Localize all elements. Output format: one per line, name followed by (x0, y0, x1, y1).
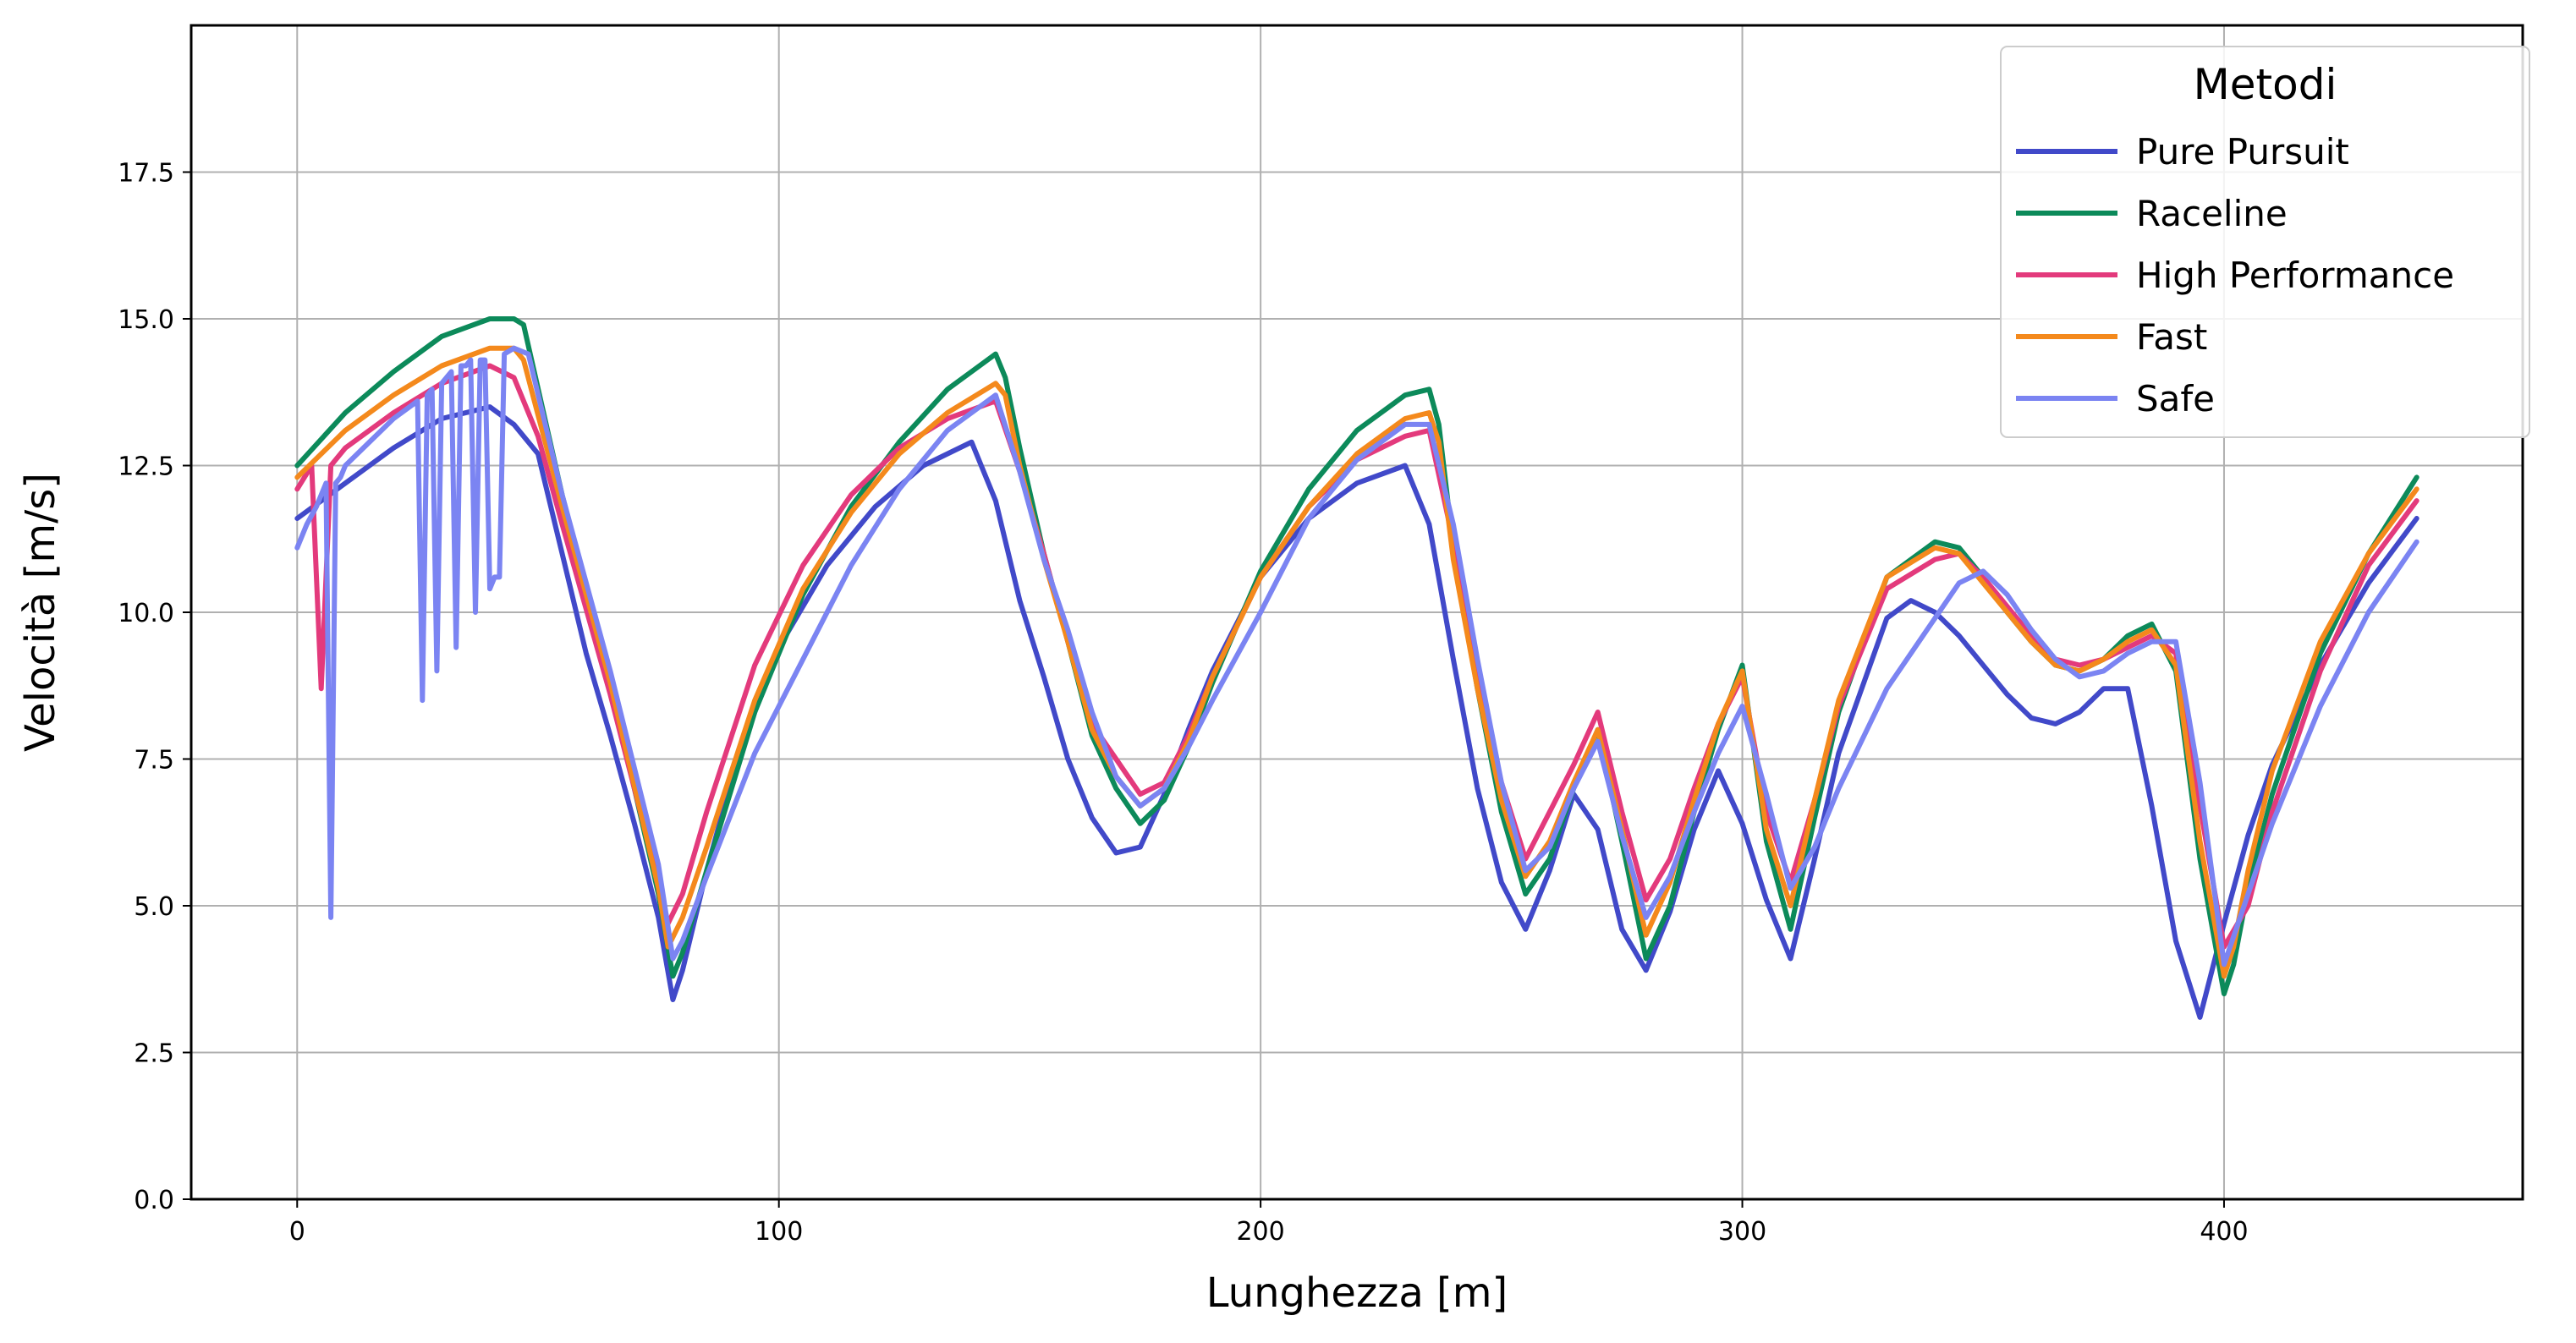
x-tick-label: 100 (755, 1217, 803, 1247)
y-axis-label: Velocità [m/s] (17, 473, 64, 752)
y-tick-label: 15.0 (118, 305, 174, 335)
legend-label: Raceline (2136, 193, 2288, 234)
series-line-fast (294, 345, 2419, 979)
ticks: 0 100 200 300 400 0.0 2.5 5.0 7.5 10.0 12.5 15.0 17.… (118, 159, 2248, 1247)
legend-label: Fast (2136, 316, 2207, 358)
y-tick-label: 7.5 (134, 746, 174, 776)
x-tick-label: 300 (1718, 1217, 1766, 1247)
series-layer (294, 316, 2419, 1020)
y-tick-label: 10.0 (118, 599, 174, 628)
legend: Metodi Pure Pursuit Raceline High Performa… (2000, 46, 2530, 438)
series-line-safe (294, 345, 2419, 968)
legend-title: Metodi (2194, 60, 2337, 109)
x-tick-label: 0 (289, 1217, 305, 1247)
legend-entries: Pure Pursuit Raceline High Performance Fast… (2016, 131, 2454, 419)
legend-label: Pure Pursuit (2136, 131, 2349, 173)
y-tick-label: 2.5 (134, 1039, 174, 1069)
x-tick-label: 400 (2200, 1217, 2248, 1247)
legend-label: Safe (2136, 378, 2215, 419)
y-tick-label: 0.0 (134, 1186, 174, 1215)
legend-label: High Performance (2136, 255, 2454, 296)
y-tick-label: 17.5 (118, 159, 174, 189)
legend-box (2000, 46, 2530, 438)
y-tick-label: 5.0 (134, 892, 174, 922)
x-tick-label: 200 (1236, 1217, 1284, 1247)
series-line-pure-pursuit (294, 404, 2419, 1020)
x-axis-label: Lunghezza [m] (1206, 1269, 1508, 1317)
y-tick-label: 12.5 (118, 452, 174, 482)
